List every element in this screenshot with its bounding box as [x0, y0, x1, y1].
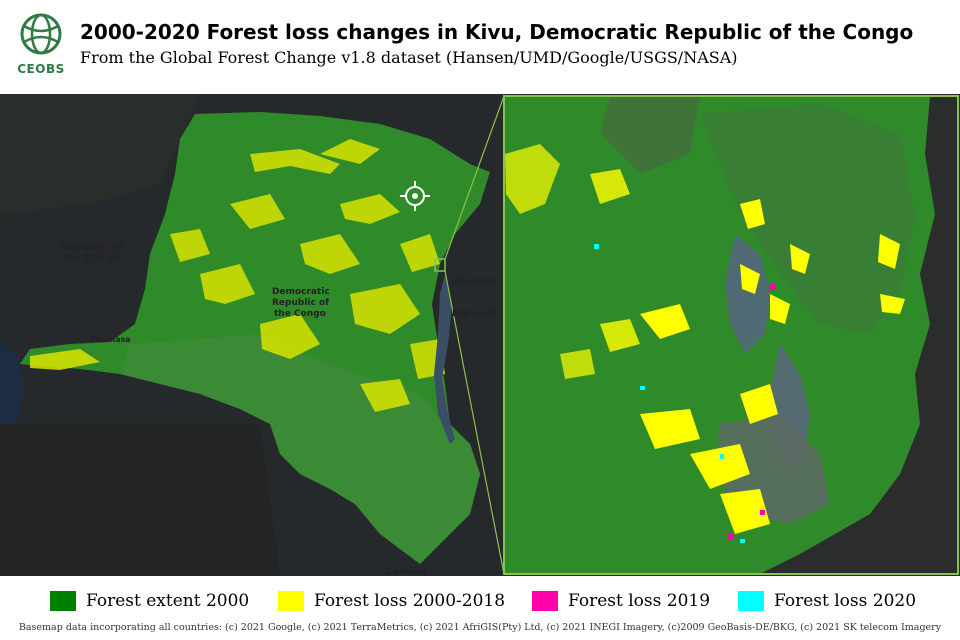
label-drc: Democratic — [272, 287, 330, 297]
great-lakes — [434, 274, 455, 444]
map-panel: Republic of the Congo Democratic Republi… — [0, 94, 960, 576]
label-zambia: Zambia — [385, 566, 427, 576]
label-kinshasa: Kinshasa — [90, 335, 131, 344]
label-republic-congo-2: the Congo — [62, 253, 120, 264]
logo-text: CEOBS — [17, 62, 65, 76]
legend-swatch — [738, 591, 764, 611]
ceobs-logo: CEOBS — [14, 12, 68, 82]
legend: Forest extent 2000 Forest loss 2000-2018… — [0, 576, 960, 620]
forest-loss-2019-spots — [728, 284, 776, 540]
map-canvas: Republic of the Congo Democratic Republi… — [0, 94, 960, 576]
forest-loss-2000-2018-overview — [30, 139, 445, 412]
page-subtitle: From the Global Forest Change v1.8 datas… — [80, 48, 738, 67]
legend-label: Forest loss 2019 — [568, 591, 711, 611]
globe-icon — [20, 13, 62, 55]
label-drc-2: Republic of — [272, 298, 329, 308]
inset-indicator — [434, 258, 446, 272]
legend-label: Forest extent 2000 — [86, 591, 250, 611]
legend-item-loss-2019: Forest loss 2019 — [532, 590, 710, 612]
basemap-credits: Basemap data incorporating all countries… — [18, 622, 942, 633]
legend-swatch — [50, 591, 76, 611]
legend-label: Forest loss 2000-2018 — [314, 591, 506, 611]
legend-item-forest-extent: Forest extent 2000 — [50, 590, 249, 612]
label-angola: Angola — [122, 538, 173, 553]
legend-item-loss-2020: Forest loss 2020 — [738, 590, 916, 612]
legend-swatch — [532, 591, 558, 611]
kivu-inset-map — [503, 95, 959, 575]
forest-loss-2020-spots — [594, 244, 745, 543]
label-rwanda: Rwanda — [452, 276, 497, 287]
label-burundi: Burundi — [452, 308, 497, 319]
legend-label: Forest loss 2020 — [774, 591, 917, 611]
header: CEOBS 2000-2020 Forest loss changes in K… — [0, 0, 960, 94]
legend-swatch — [278, 591, 304, 611]
lake-kivu — [725, 234, 770, 354]
page-title: 2000-2020 Forest loss changes in Kivu, D… — [80, 20, 914, 44]
legend-item-loss-2000-2018: Forest loss 2000-2018 — [278, 590, 505, 612]
label-drc-3: the Congo — [274, 309, 326, 319]
label-luanda: Luanda — [24, 439, 57, 448]
label-republic-congo: Republic of — [60, 242, 124, 253]
target-marker-icon — [400, 181, 430, 211]
